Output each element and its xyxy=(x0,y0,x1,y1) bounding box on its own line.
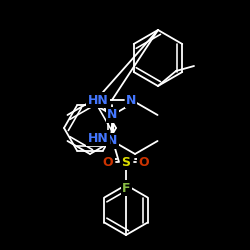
Text: HN: HN xyxy=(88,94,108,106)
Text: HN: HN xyxy=(88,132,108,144)
Text: N: N xyxy=(107,134,118,147)
Text: N: N xyxy=(126,94,136,106)
Text: O: O xyxy=(103,156,113,168)
Text: S: S xyxy=(122,156,130,168)
Text: O: O xyxy=(139,156,149,168)
Text: N: N xyxy=(107,108,118,122)
Text: F: F xyxy=(122,182,130,194)
